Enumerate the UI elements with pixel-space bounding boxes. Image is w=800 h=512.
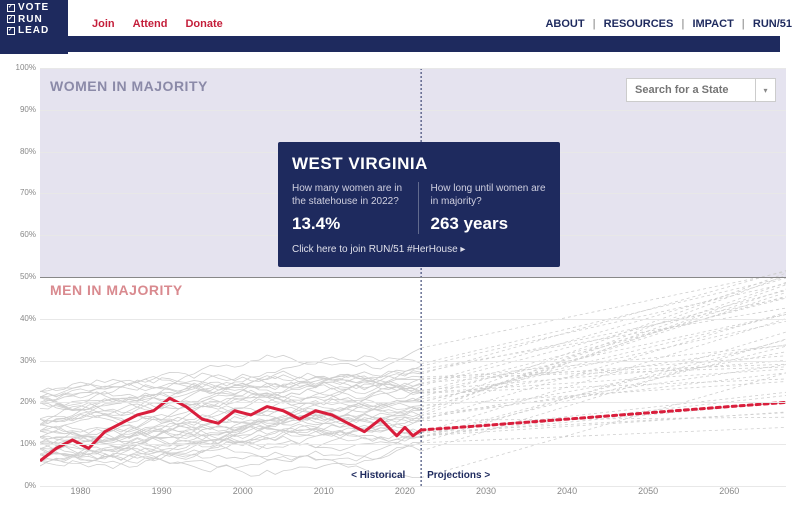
x-axis: 198019902000201020202030204020502060: [40, 486, 786, 504]
nav-run51[interactable]: RUN/51: [753, 18, 792, 30]
nav-attend[interactable]: Attend: [133, 18, 168, 30]
tooltip-a2: 263 years: [431, 214, 547, 234]
projection-label: Projections >: [427, 470, 490, 481]
chevron-down-icon[interactable]: ▾: [756, 78, 776, 102]
tooltip-a1: 13.4%: [292, 214, 408, 234]
tooltip-q2: How long until women are in majority?: [431, 182, 547, 208]
historical-label: < Historical: [351, 470, 405, 481]
chart: 0%10%20%30%40%50%60%70%80%90%100% 198019…: [14, 68, 786, 504]
banner-strip: [20, 36, 780, 52]
state-search[interactable]: ▾: [626, 78, 776, 102]
primary-nav: Join Attend Donate: [92, 18, 223, 30]
y-axis: 0%10%20%30%40%50%60%70%80%90%100%: [14, 68, 40, 480]
check-icon: ✓: [7, 15, 15, 23]
check-icon: ✓: [7, 4, 15, 12]
tooltip-q1: How many women are in the statehouse in …: [292, 182, 408, 208]
check-icon: ✓: [7, 27, 15, 35]
tooltip-state: WEST VIRGINIA: [292, 154, 546, 174]
nav-about[interactable]: ABOUT: [545, 18, 584, 30]
search-input[interactable]: [626, 78, 756, 102]
tooltip-cta[interactable]: Click here to join RUN/51 #HerHouse ▸: [292, 244, 546, 255]
secondary-nav: ABOUT| RESOURCES| IMPACT| RUN/51: [545, 18, 792, 30]
nav-impact[interactable]: IMPACT: [692, 18, 733, 30]
nav-donate[interactable]: Donate: [185, 18, 222, 30]
state-tooltip[interactable]: WEST VIRGINIA How many women are in the …: [278, 142, 560, 267]
nav-join[interactable]: Join: [92, 18, 115, 30]
nav-resources[interactable]: RESOURCES: [604, 18, 674, 30]
logo[interactable]: ✓VOTE ✓RUN ✓LEAD: [0, 0, 68, 54]
